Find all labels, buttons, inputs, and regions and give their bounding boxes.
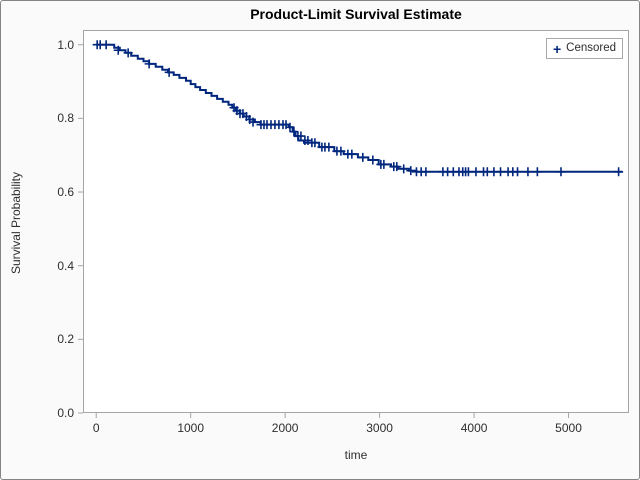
censor-mark — [164, 67, 174, 77]
censor-mark — [471, 167, 481, 177]
censor-mark — [368, 155, 378, 165]
legend-censored: + Censored — [546, 38, 623, 59]
plot-area — [83, 30, 629, 413]
censor-mark — [144, 59, 154, 69]
censored-plus-icon: + — [552, 40, 562, 57]
censor-mark — [421, 167, 431, 177]
y-tick-label: 0.6 — [57, 185, 74, 200]
censor-mark — [523, 167, 533, 177]
censor-mark — [614, 167, 624, 177]
censor-mark — [556, 167, 566, 177]
censor-mark — [248, 117, 258, 127]
legend-label: Censored — [566, 41, 617, 54]
censor-mark — [513, 167, 523, 177]
y-tick-label: 1.0 — [57, 37, 74, 52]
x-tick-label: 4000 — [460, 421, 488, 435]
x-axis-title: time — [344, 448, 368, 462]
x-tick-label: 0 — [92, 421, 100, 435]
censor-mark — [101, 40, 111, 50]
y-tick-label: 0.0 — [57, 406, 74, 420]
censor-mark — [285, 122, 295, 132]
censor-mark — [392, 162, 402, 172]
censor-mark — [406, 166, 416, 176]
censor-mark — [324, 142, 334, 152]
censor-mark — [296, 131, 306, 141]
x-tick-label: 3000 — [366, 421, 393, 435]
x-tick-label: 5000 — [555, 421, 582, 435]
censor-mark — [532, 167, 542, 177]
censor-mark — [113, 45, 123, 55]
y-tick-label: 0.8 — [57, 111, 74, 126]
censor-mark — [310, 138, 320, 148]
censor-mark — [289, 127, 299, 137]
censor-mark — [336, 146, 346, 156]
chart-title: Product-Limit Survival Estimate — [250, 6, 462, 22]
survival-step-curve — [96, 43, 623, 173]
y-tick-label: 0.4 — [57, 258, 74, 273]
censor-mark — [496, 167, 506, 177]
censor-mark — [358, 152, 368, 162]
censor-mark — [463, 167, 473, 177]
censor-mark — [399, 164, 409, 174]
censor-mark — [123, 48, 133, 58]
y-tick-label: 0.2 — [57, 332, 74, 347]
y-axis-title: Survival Probability — [9, 171, 23, 275]
censor-mark — [347, 149, 357, 159]
x-tick-label: 2000 — [271, 421, 299, 435]
censor-mark — [379, 159, 389, 169]
x-tick-label: 1000 — [177, 421, 205, 435]
